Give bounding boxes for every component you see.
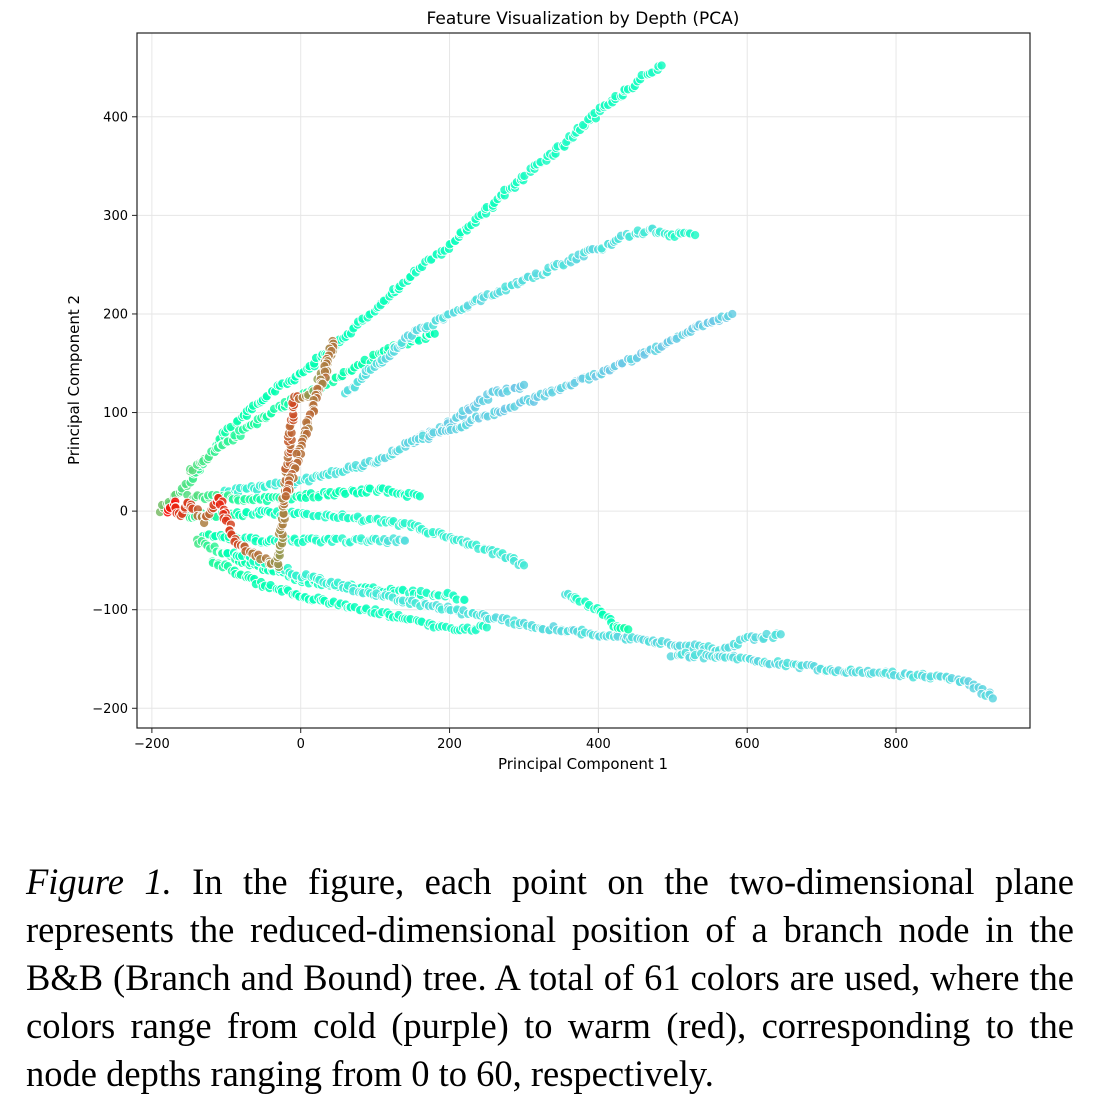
y-tick-label: −200: [92, 702, 128, 717]
data-point: [414, 491, 425, 502]
y-tick-label: −100: [92, 603, 128, 618]
x-tick-label: 200: [437, 737, 462, 752]
y-tick-label: 300: [103, 209, 128, 224]
y-tick-label: 0: [120, 505, 128, 520]
data-point: [623, 624, 634, 635]
data-point: [280, 491, 291, 502]
x-tick-label: 0: [297, 737, 305, 752]
data-point: [690, 230, 701, 241]
y-axis-label: Principal Component 2: [65, 295, 83, 465]
x-tick-label: 800: [884, 737, 909, 752]
data-point: [727, 308, 738, 320]
x-axis-label: Principal Component 1: [498, 755, 668, 773]
grid-lines: [137, 33, 1030, 728]
data-points: [154, 60, 998, 704]
data-point: [656, 60, 667, 71]
figure-caption: Figure 1. In the figure, each point on t…: [26, 858, 1074, 1098]
data-point: [481, 622, 492, 633]
x-tick-label: 600: [735, 737, 760, 752]
x-axis-ticks: −200 0 200 400 600 800: [134, 728, 908, 752]
chart-title: Feature Visualization by Depth (PCA): [427, 9, 740, 29]
data-point: [775, 629, 786, 640]
caption-lead: Figure 1.: [26, 861, 172, 902]
data-point: [429, 328, 440, 339]
caption-text: In the figure, each point on the two-dim…: [26, 861, 1074, 1094]
y-tick-label: 400: [103, 110, 128, 125]
y-axis-ticks: −200 −100 0 100 200 300 400: [92, 110, 137, 717]
x-tick-label: 400: [586, 737, 611, 752]
x-tick-label: −200: [134, 737, 170, 752]
y-tick-label: 200: [103, 307, 128, 322]
scatter-chart: Feature Visualization by Depth (PCA) −20…: [65, 9, 1031, 773]
data-point: [518, 560, 530, 571]
data-point: [399, 535, 410, 546]
data-point: [518, 379, 530, 390]
data-point: [459, 594, 470, 605]
data-point: [987, 693, 998, 704]
y-tick-label: 100: [103, 406, 128, 421]
plot-area-frame: [136, 32, 1031, 729]
